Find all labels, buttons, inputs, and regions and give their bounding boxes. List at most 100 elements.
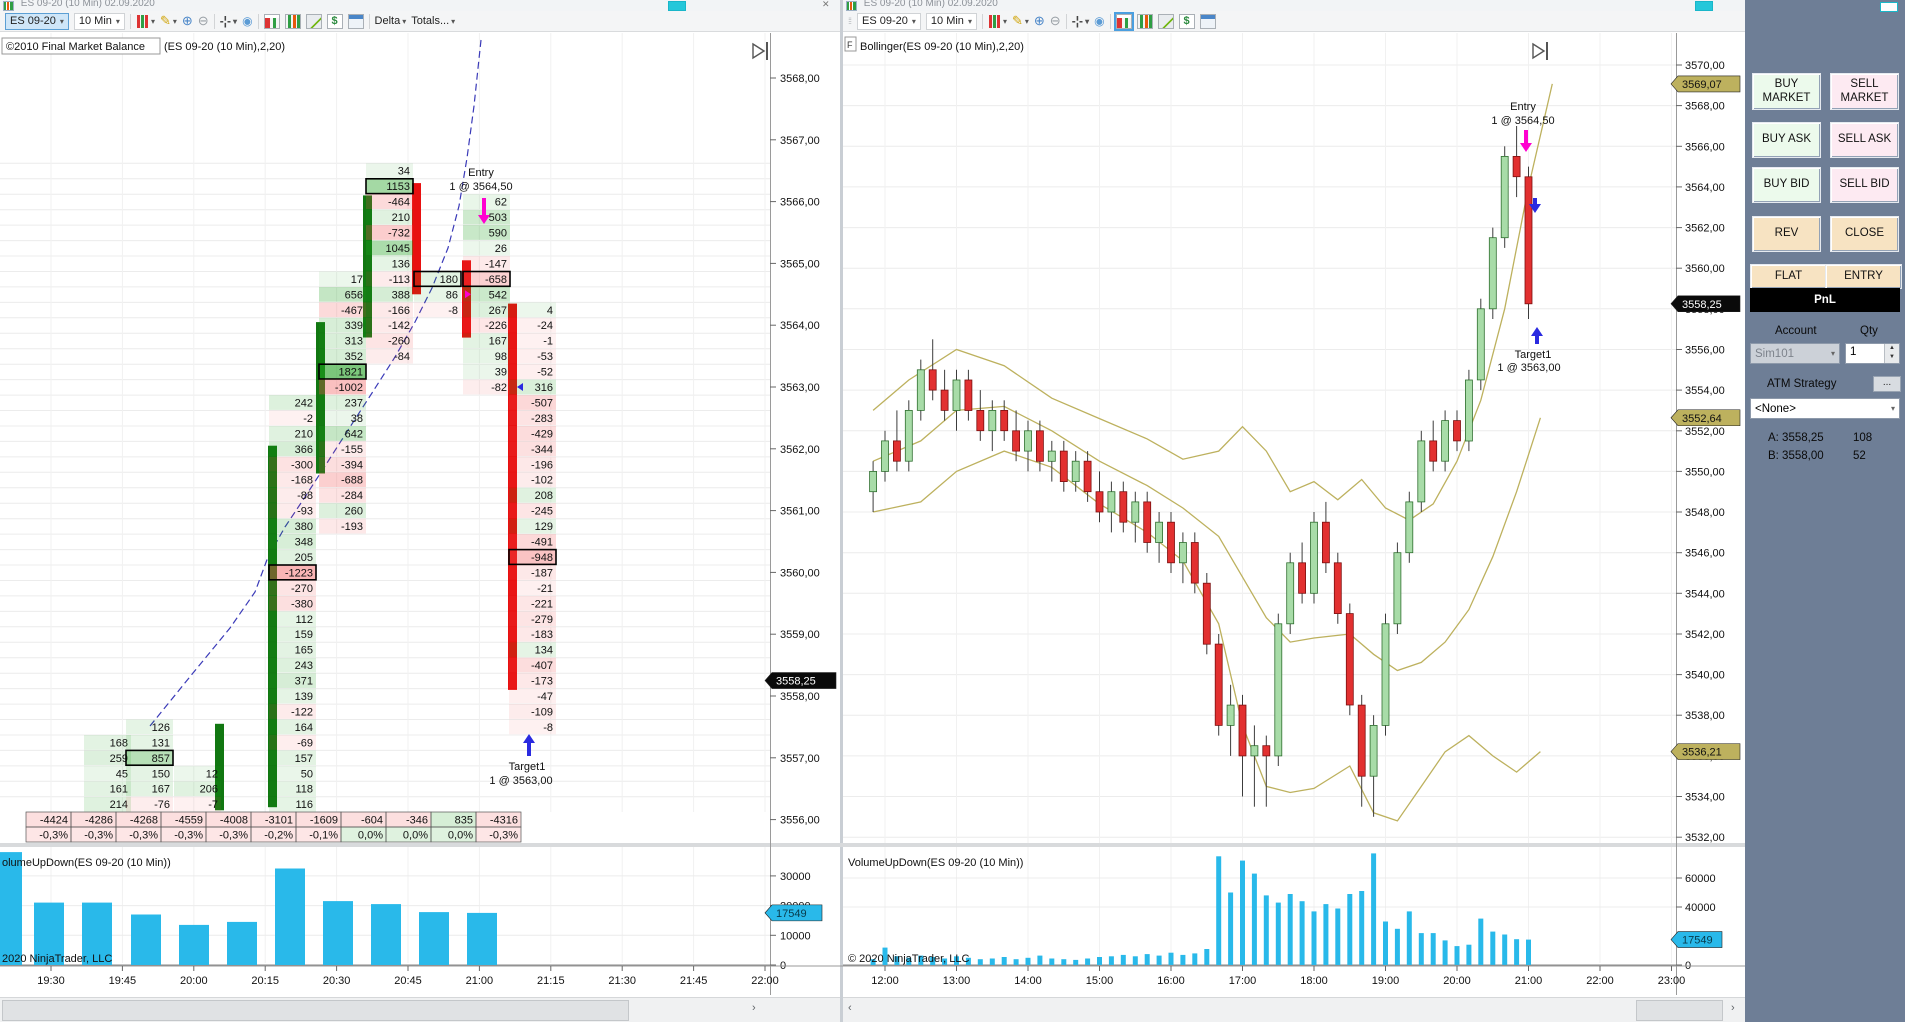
- totals-dropdown[interactable]: Totals... ▾: [411, 15, 456, 27]
- footprint-chart-area[interactable]: 168 259 45 161 214 126 131 857 150 167 -76 12 206 -7 2…: [0, 0, 843, 1022]
- account-dollar-icon[interactable]: $: [1178, 13, 1195, 29]
- sell-ask-button[interactable]: SELL ASK: [1830, 122, 1899, 158]
- svg-text:3566,00: 3566,00: [780, 197, 820, 209]
- stepper-arrows-icon[interactable]: ▲ ▼: [1884, 344, 1899, 363]
- svg-text:20:45: 20:45: [394, 975, 422, 987]
- right-chart-scrollbar[interactable]: ‹ ›: [843, 997, 1745, 1022]
- svg-text:-113: -113: [389, 274, 410, 286]
- zoom-in-icon[interactable]: ⊕: [181, 13, 193, 28]
- data-box-icon[interactable]: ◉: [1094, 14, 1105, 28]
- panel-control-button[interactable]: [1880, 2, 1898, 12]
- svg-text:1045: 1045: [386, 243, 410, 255]
- svg-text:0,0%: 0,0%: [358, 830, 383, 842]
- chart-style-icon[interactable]: ▾: [987, 13, 1007, 29]
- delta-mode-dropdown[interactable]: Delta ▾: [374, 15, 407, 27]
- svg-text:3560,00: 3560,00: [1685, 263, 1725, 275]
- buy-bid-button[interactable]: BUY BID: [1752, 167, 1821, 203]
- svg-text:-24: -24: [537, 320, 553, 332]
- toolbar-grip[interactable]: ⁞⁞: [848, 16, 852, 26]
- svg-text:205: 205: [295, 552, 313, 564]
- chart-trader-icon[interactable]: [1113, 11, 1134, 31]
- sell-market-button[interactable]: SELL MARKET: [1830, 73, 1899, 110]
- close-icon[interactable]: ✕: [822, 0, 830, 9]
- data-grid-icon[interactable]: [347, 13, 364, 29]
- instrument-selector[interactable]: ES 09-20 ▾: [5, 12, 69, 30]
- svg-text:3564,00: 3564,00: [780, 320, 820, 332]
- drawing-tools-icon[interactable]: ✎ ▾: [159, 13, 177, 28]
- data-box-icon[interactable]: ◉: [242, 14, 253, 28]
- footprint-bars: [215, 183, 517, 811]
- scroll-right-icon[interactable]: ›: [752, 1002, 756, 1014]
- sell-bid-button[interactable]: SELL BID: [1830, 167, 1899, 203]
- svg-text:3562,00: 3562,00: [780, 444, 820, 456]
- right-toolbar: ⁞⁞ ES 09-20 ▾ 10 Min ▾ ▾ ✎ ▾ ⊕ ⊖ -¦- ▾ ◉ $: [843, 11, 1745, 32]
- toolbar-separator: [1065, 13, 1067, 29]
- interval-selector[interactable]: 10 Min ▾: [925, 12, 977, 30]
- account-label: Account: [1775, 325, 1817, 337]
- close-position-button[interactable]: CLOSE: [1830, 216, 1899, 252]
- svg-text:3540,00: 3540,00: [1685, 670, 1725, 682]
- zoom-out-icon[interactable]: ⊖: [197, 13, 209, 28]
- data-grid-icon[interactable]: [1199, 13, 1216, 29]
- chart-trader-panel: BUY MARKET SELL MARKET BUY ASK SELL ASK …: [1745, 0, 1905, 1022]
- zoom-in-icon[interactable]: ⊕: [1033, 13, 1045, 28]
- svg-text:-102: -102: [531, 475, 553, 487]
- zoom-out-icon[interactable]: ⊖: [1049, 13, 1061, 28]
- svg-text:-1: -1: [543, 336, 553, 348]
- svg-text:3558,25: 3558,25: [776, 676, 816, 688]
- chart-window-icon: [3, 1, 14, 11]
- svg-text:371: 371: [295, 676, 313, 688]
- instrument-selector[interactable]: ES 09-20 ▾: [857, 12, 921, 30]
- svg-text:-604: -604: [361, 815, 383, 827]
- crosshair-icon[interactable]: -¦- ▾: [1071, 14, 1090, 28]
- buy-market-button[interactable]: BUY MARKET: [1752, 73, 1821, 110]
- drawing-tools-icon[interactable]: ✎ ▾: [1011, 13, 1029, 28]
- flat-button[interactable]: FLAT: [1750, 264, 1827, 289]
- scroll-right-icon[interactable]: ›: [1731, 1002, 1735, 1014]
- svg-text:-1609: -1609: [310, 815, 338, 827]
- svg-text:-0,3%: -0,3%: [219, 830, 248, 842]
- svg-text:180: 180: [440, 274, 458, 286]
- reverse-button[interactable]: REV: [1752, 216, 1821, 252]
- svg-text:-4559: -4559: [175, 815, 203, 827]
- svg-text:542: 542: [489, 289, 507, 301]
- market-depth-icon[interactable]: [1136, 13, 1153, 29]
- svg-text:-0,3%: -0,3%: [174, 830, 203, 842]
- svg-text:161: 161: [110, 784, 128, 796]
- window-control-button[interactable]: [1695, 1, 1713, 11]
- entry-button[interactable]: ENTRY: [1825, 264, 1902, 289]
- crosshair-icon[interactable]: -¦- ▾: [219, 14, 238, 28]
- svg-text:-0,1%: -0,1%: [309, 830, 338, 842]
- svg-text:(ES 09-20 (10 Min),2,20): (ES 09-20 (10 Min),2,20): [164, 41, 285, 53]
- svg-text:1 @ 3563,00: 1 @ 3563,00: [489, 775, 552, 787]
- svg-text:242: 242: [295, 397, 313, 409]
- chart-overlay-icon[interactable]: [305, 13, 322, 29]
- window-control-button[interactable]: [668, 1, 686, 11]
- svg-text:-283: -283: [531, 413, 553, 425]
- left-chart-scrollbar[interactable]: ›: [0, 997, 840, 1022]
- quantity-stepper[interactable]: 1 ▲ ▼: [1845, 343, 1900, 364]
- left-price-axis: 3568,00 3567,00 3566,00 3565,00 3564,00 3563,…: [764, 33, 837, 995]
- scrollbar-thumb[interactable]: [2, 1000, 629, 1021]
- svg-text:3554,00: 3554,00: [1685, 385, 1725, 397]
- svg-text:352: 352: [345, 351, 363, 363]
- svg-text:1153: 1153: [386, 181, 410, 193]
- atm-more-button[interactable]: ...: [1873, 376, 1901, 392]
- chart-trader-icon[interactable]: [263, 13, 280, 29]
- chart-style-icon[interactable]: ▾: [135, 13, 155, 29]
- scroll-left-icon[interactable]: ‹: [848, 1002, 852, 1014]
- interval-selector[interactable]: 10 Min ▾: [73, 12, 125, 30]
- grid: [0, 33, 770, 963]
- account-selector[interactable]: Sim101 ▾: [1750, 343, 1840, 364]
- atm-strategy-selector[interactable]: <None> ▾: [1750, 398, 1900, 419]
- svg-text:-2: -2: [303, 413, 313, 425]
- market-depth-icon[interactable]: [284, 13, 301, 29]
- buy-ask-button[interactable]: BUY ASK: [1752, 122, 1821, 158]
- scrollbar-thumb[interactable]: [1636, 1000, 1723, 1021]
- account-dollar-icon[interactable]: $: [326, 13, 343, 29]
- svg-text:503: 503: [489, 212, 507, 224]
- ask-price: A: 3558,25: [1768, 432, 1824, 444]
- chart-overlay-icon[interactable]: [1157, 13, 1174, 29]
- svg-text:210: 210: [392, 212, 410, 224]
